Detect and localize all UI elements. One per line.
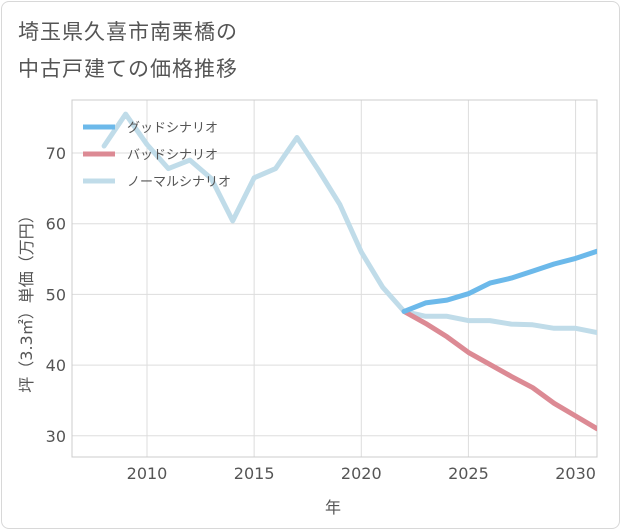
y-axis-label: 坪（3.3㎡）単価（万円） xyxy=(17,207,36,392)
legend-label-1: バッドシナリオ xyxy=(127,148,218,163)
y-tick-label: 70 xyxy=(46,144,66,163)
x-tick-label: 2025 xyxy=(448,464,489,483)
x-tick-label: 2020 xyxy=(341,464,382,483)
series-lines xyxy=(101,111,597,432)
chart-title: 埼玉県久喜市南栗橋の 中古戸建ての価格推移 xyxy=(18,14,238,88)
x-tick-label: 2010 xyxy=(127,464,168,483)
y-tick-label: 40 xyxy=(46,356,66,375)
series-line-2 xyxy=(101,111,597,336)
x-tick-label: 2015 xyxy=(234,464,275,483)
y-tick-label: 50 xyxy=(46,285,66,304)
x-tick-label: 2030 xyxy=(555,464,596,483)
y-tick-label: 60 xyxy=(46,215,66,234)
chart-title-line-2: 中古戸建ての価格推移 xyxy=(18,57,238,81)
legend-label-0: グッドシナリオ xyxy=(127,121,218,136)
series-line-1 xyxy=(401,308,597,432)
x-axis-label: 年 xyxy=(325,498,341,517)
series-line-0 xyxy=(401,248,597,314)
plot-area xyxy=(71,99,598,458)
legend-label-2: ノーマルシナリオ xyxy=(127,175,231,190)
y-tick-label: 30 xyxy=(46,427,66,446)
chart-title-line-1: 埼玉県久喜市南栗橋の xyxy=(18,20,238,44)
axis-ticks: 2010 2015 2020 2025 2030 30 40 50 60 70 xyxy=(46,144,596,483)
grid-lines xyxy=(72,100,597,457)
